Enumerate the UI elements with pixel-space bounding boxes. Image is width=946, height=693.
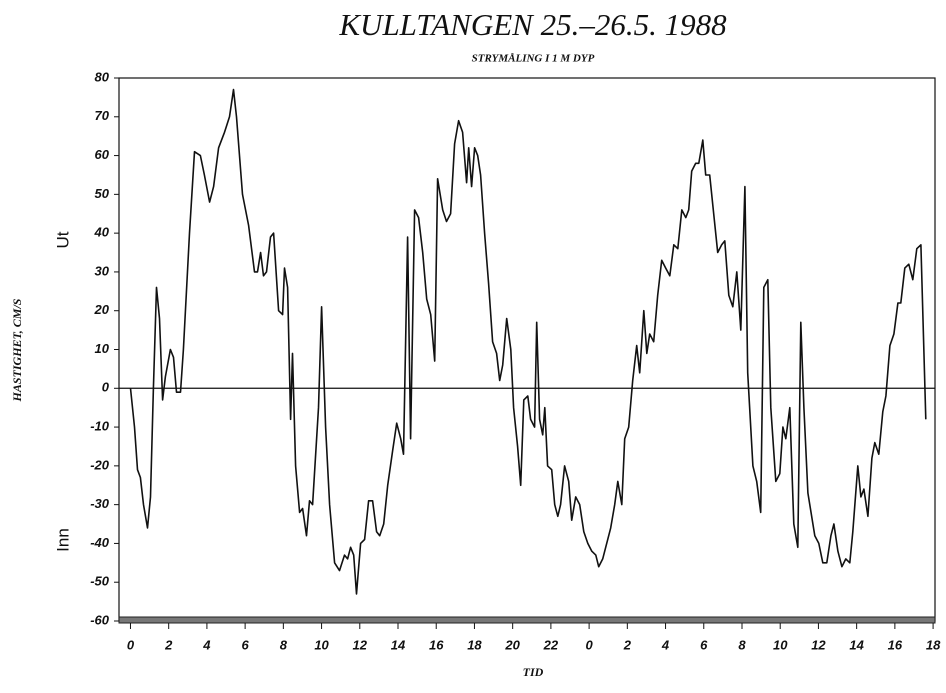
- x-tick-label: 2: [164, 637, 173, 652]
- x-axis-label: TID: [523, 665, 544, 679]
- x-tick-label: 10: [314, 637, 329, 652]
- x-tick-label: 12: [811, 637, 826, 652]
- y-tick-label: 80: [95, 69, 110, 84]
- x-tick-label: 0: [127, 637, 135, 652]
- annotation: Ut: [53, 231, 72, 248]
- chart-title: KULLTANGEN 25.–26.5. 1988: [338, 7, 727, 42]
- chart-subtitle: STRYMÅLING I 1 M DYP: [472, 53, 595, 65]
- y-tick-label: 70: [95, 108, 110, 123]
- plot-frame: [118, 77, 936, 622]
- y-tick-label: 30: [95, 263, 110, 278]
- x-tick-label: 16: [888, 637, 903, 652]
- x-tick-label: 12: [353, 637, 368, 652]
- y-axis-label: HASTIGHET, CM/S: [10, 298, 24, 402]
- x-tick-label: 8: [738, 637, 746, 652]
- y-tick-label: -50: [90, 574, 110, 589]
- y-tick-label: -30: [90, 496, 110, 511]
- x-tick-label: 22: [543, 637, 559, 652]
- x-tick-label: 18: [926, 637, 941, 652]
- annotation: Inn: [53, 528, 72, 552]
- y-tick-label: -20: [90, 457, 110, 472]
- axis-band: [118, 616, 936, 624]
- x-tick-label: 10: [773, 637, 788, 652]
- x-tick-label: 8: [280, 637, 288, 652]
- y-tick-label: -60: [90, 612, 110, 627]
- data-line: [129, 88, 927, 595]
- y-tick-label: 60: [95, 147, 110, 162]
- y-tick-label: -40: [90, 535, 110, 550]
- x-tick-label: 2: [623, 637, 632, 652]
- x-tick-label: 6: [242, 637, 250, 652]
- x-tick-label: 4: [202, 637, 211, 652]
- x-tick-label: 16: [429, 637, 444, 652]
- y-tick-label: 40: [94, 225, 110, 240]
- x-tick-label: 0: [585, 637, 593, 652]
- y-tick-label: 0: [102, 380, 110, 395]
- y-tick-label: 20: [94, 302, 110, 317]
- y-tick-label: 50: [95, 186, 110, 201]
- x-tick-label: 14: [391, 637, 406, 652]
- x-tick-label: 14: [849, 637, 864, 652]
- y-tick-label: 10: [95, 341, 110, 356]
- x-tick-label: 6: [700, 637, 708, 652]
- x-tick-label: 20: [504, 637, 520, 652]
- x-tick-label: 4: [661, 637, 670, 652]
- y-tick-label: -10: [90, 419, 110, 434]
- x-tick-label: 18: [467, 637, 482, 652]
